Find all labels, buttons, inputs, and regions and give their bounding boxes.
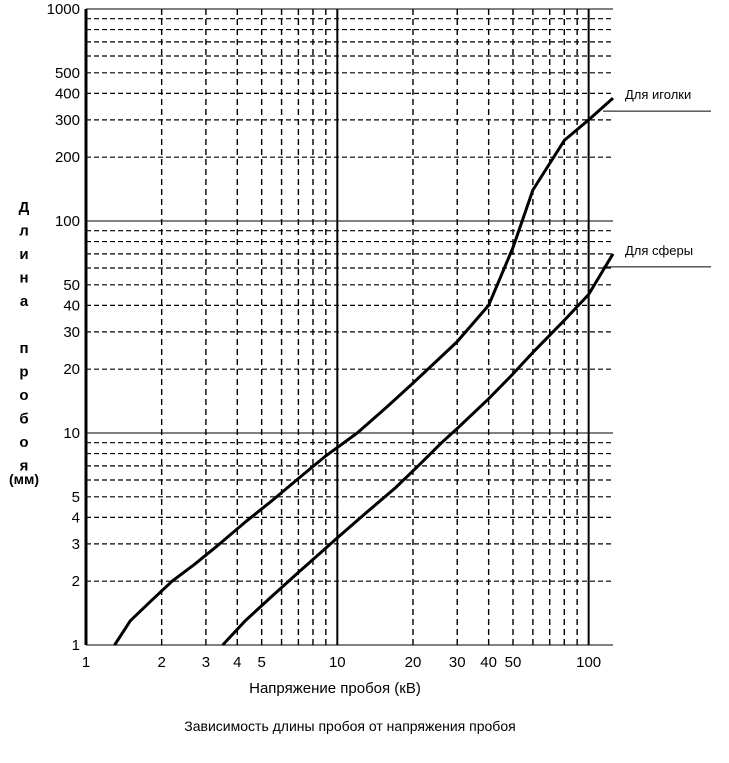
y-axis-title-char: н xyxy=(19,270,28,287)
series-line xyxy=(221,253,615,647)
y-tick-label: 400 xyxy=(55,85,80,102)
x-tick-label: 1 xyxy=(82,654,90,671)
y-tick-label: 3 xyxy=(72,536,80,553)
series-label: Для сферы xyxy=(625,243,693,258)
y-axis-title-char: б xyxy=(19,411,28,428)
x-tick-label: 5 xyxy=(257,654,265,671)
y-axis-title-char: о xyxy=(19,387,28,404)
y-tick-label: 5 xyxy=(72,489,80,506)
y-tick-label: 1 xyxy=(72,637,80,654)
x-tick-label: 30 xyxy=(449,654,466,671)
y-tick-label: 200 xyxy=(55,149,80,166)
y-tick-label: 300 xyxy=(55,112,80,129)
y-tick-label: 500 xyxy=(55,65,80,82)
y-axis-title-char: я xyxy=(20,458,29,475)
x-tick-label: 3 xyxy=(202,654,210,671)
y-axis-title-char: а xyxy=(20,293,29,310)
y-axis-title-char: о xyxy=(19,434,28,451)
x-tick-label: 10 xyxy=(329,654,346,671)
x-tick-label: 50 xyxy=(505,654,522,671)
y-axis-title-char: и xyxy=(19,246,28,263)
y-axis-title-char: р xyxy=(19,364,28,381)
y-axis-title-char: л xyxy=(19,223,29,240)
y-tick-label: 30 xyxy=(63,324,80,341)
y-tick-label: 40 xyxy=(63,297,80,314)
y-tick-label: 1000 xyxy=(47,1,80,18)
x-tick-label: 20 xyxy=(405,654,422,671)
series-line xyxy=(113,96,614,646)
x-tick-label: 2 xyxy=(157,654,165,671)
x-axis-title: Напряжение пробоя (кВ) xyxy=(249,680,421,697)
y-axis-unit: (мм) xyxy=(9,471,39,487)
y-axis-title-char: п xyxy=(19,340,28,357)
x-tick-label: 100 xyxy=(576,654,601,671)
y-axis-title-char: Д xyxy=(19,199,30,216)
y-tick-label: 4 xyxy=(72,509,80,526)
y-tick-label: 2 xyxy=(72,573,80,590)
y-tick-label: 100 xyxy=(55,213,80,230)
labels: 1 2 3 4 5 10 20 30 40 50 1001234510203040501002003… xyxy=(9,1,693,671)
y-tick-label: 50 xyxy=(63,277,80,294)
y-tick-label: 10 xyxy=(63,425,80,442)
chart-caption: Зависимость длины пробоя от напряжения п… xyxy=(184,718,515,734)
y-tick-label: 20 xyxy=(63,361,80,378)
x-tick-label: 4 xyxy=(233,654,241,671)
grid xyxy=(85,8,613,646)
series-label: Для иголки xyxy=(625,87,691,102)
series-lines xyxy=(113,96,711,647)
x-tick-label: 40 xyxy=(480,654,497,671)
